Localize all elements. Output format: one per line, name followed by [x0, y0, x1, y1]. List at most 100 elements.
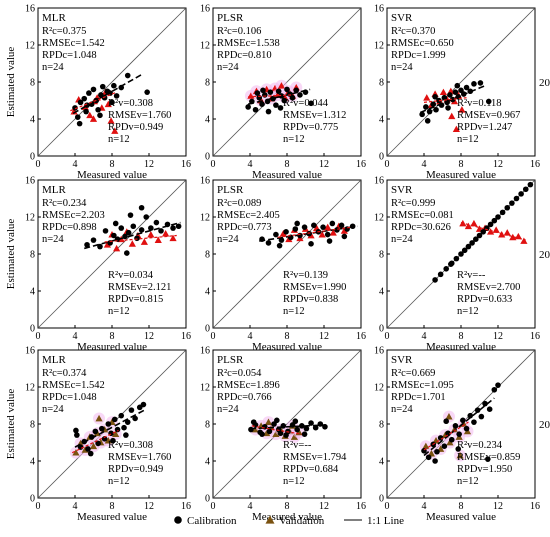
y-tick-label: 16	[25, 346, 35, 357]
calibration-stat: R²c=0.234	[42, 198, 87, 209]
legend-item-validation: Validation	[265, 515, 325, 527]
y-tick-label: 8	[379, 420, 384, 431]
calibration-point	[83, 108, 89, 115]
calibration-point	[111, 232, 117, 239]
y-tick-label: 16	[374, 346, 384, 357]
calibration-fit-line	[72, 73, 142, 115]
calibration-stat: R²c=0.370	[391, 26, 435, 37]
calibration-point	[284, 86, 290, 93]
calibration-point	[425, 454, 432, 461]
calibration-point	[522, 186, 529, 193]
validation-fit-line	[251, 425, 302, 435]
calibration-point	[499, 209, 506, 216]
x-axis-label: Measured value	[426, 169, 496, 181]
calibration-point	[432, 458, 438, 464]
y-tick-label: 12	[374, 383, 384, 394]
calibration-point	[273, 102, 279, 108]
y-axis-label: Estimated value	[5, 47, 17, 118]
calibration-point	[259, 431, 265, 437]
calibration-point	[85, 446, 91, 452]
calibration-point	[277, 105, 284, 111]
y-tick-label: 12	[200, 213, 210, 224]
validation-stat: n=12	[283, 306, 305, 317]
calibration-point	[90, 237, 97, 243]
calibration-point	[107, 90, 113, 96]
calibration-point	[474, 407, 481, 413]
calibration-stat: n=24	[391, 234, 413, 245]
validation-point	[272, 430, 280, 438]
calibration-point	[513, 195, 520, 202]
calibration-point	[102, 228, 109, 234]
calibration-point	[118, 412, 125, 419]
panel-title: MLR	[42, 354, 67, 366]
calibration-point	[527, 181, 534, 188]
y-tick-label: 4	[205, 287, 210, 298]
x-axis-label: Measured value	[426, 341, 496, 353]
one-to-one-line	[212, 7, 362, 157]
calibration-point	[301, 431, 308, 437]
validation-point	[154, 236, 162, 244]
y-tick-label: 4	[379, 287, 384, 298]
y-tick-label: 8	[205, 250, 210, 261]
calibration-point	[491, 217, 498, 224]
calibration-point	[495, 382, 501, 388]
x-tick-label: 8	[110, 331, 115, 342]
x-tick-label: 8	[110, 159, 115, 170]
calibration-stat: RPDc=1.048	[42, 392, 97, 403]
validation-point	[520, 237, 528, 244]
calibration-point	[458, 251, 464, 257]
x-tick-label: 8	[285, 331, 290, 342]
validation-point	[89, 115, 98, 122]
calibration-stat: n=24	[391, 404, 413, 415]
validation-stat: RPDv=0.949	[108, 122, 163, 133]
validation-fit-line	[71, 429, 119, 454]
calibration-point	[76, 120, 83, 127]
calibration-point	[276, 242, 283, 249]
calibration-point	[124, 72, 131, 79]
validation-point	[263, 429, 271, 437]
validation-point	[456, 451, 464, 459]
y-tick-label: 0	[205, 324, 210, 335]
validation-point	[70, 108, 78, 115]
x-axis-label: Measured value	[252, 341, 322, 353]
x-tick-label: 12	[493, 159, 503, 170]
calibration-point	[504, 204, 511, 211]
x-tick-label: 12	[144, 501, 154, 512]
calibration-point	[471, 81, 477, 87]
calibration-point	[125, 229, 132, 236]
y-tick-label: 16	[374, 4, 384, 15]
x-tick-label: 0	[385, 159, 390, 170]
calibration-point	[113, 93, 120, 99]
validation-point	[86, 111, 94, 119]
calibration-fit-line	[419, 84, 486, 114]
calibration-point	[299, 423, 305, 429]
y-tick-label: 0	[30, 152, 35, 163]
calibration-point	[308, 241, 314, 247]
one-to-one-line	[37, 7, 187, 157]
panel-plsr-8: 00448812121616PLSRR²c=0.054RMSEc=1.896RP…	[200, 346, 366, 524]
calibration-fit-line	[74, 409, 145, 448]
calibration-point	[447, 92, 453, 98]
calibration-point	[432, 94, 438, 100]
validation-stat: R²v=--	[457, 270, 486, 281]
calibration-point	[460, 417, 466, 424]
validation-point	[169, 234, 177, 242]
validation-point	[147, 230, 155, 238]
panel-plsr-5: 00448812121616PLSRR²c=0.089RMSEc=2.405RP…	[200, 176, 366, 354]
panel-title: SVR	[391, 184, 413, 196]
x-tick-label: 8	[110, 501, 115, 512]
panel-mlr-4: 00448812121616MLRR²c=0.234RMSEc=2.203RPD…	[5, 176, 191, 354]
calibration-point	[143, 214, 150, 220]
x-tick-label: 4	[422, 501, 427, 512]
validation-stat: RMSEv=1.990	[283, 282, 346, 293]
calibration-stat: R²c=0.054	[217, 368, 262, 379]
y-tick-label: 8	[379, 78, 384, 89]
validation-point	[452, 125, 460, 133]
calibration-point	[473, 236, 479, 242]
x-tick-label: 12	[144, 159, 154, 170]
validation-stat: R²v=0.118	[457, 98, 502, 109]
calibration-point	[486, 406, 493, 413]
x-tick-label: 8	[285, 501, 290, 512]
legend-calibration-marker	[174, 516, 182, 524]
